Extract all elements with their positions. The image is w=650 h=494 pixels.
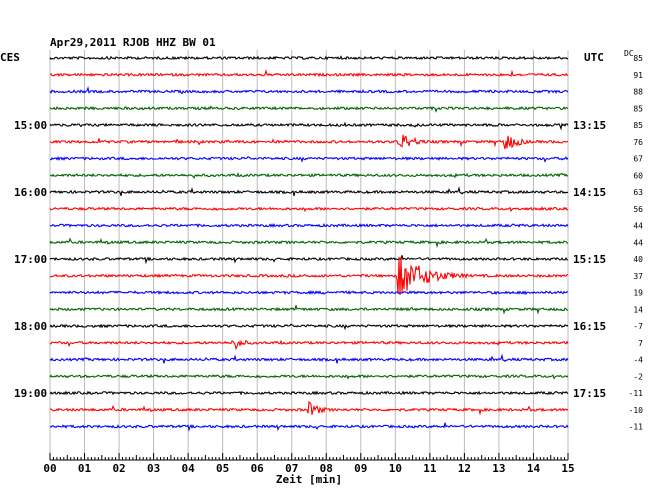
dc-offset-value: 88 [633, 88, 643, 97]
dc-offset-value: 63 [633, 188, 643, 197]
dc-offset-header: DC [624, 49, 634, 58]
x-tick-label: 01 [78, 462, 92, 475]
trace-line [49, 121, 569, 131]
trace-group [49, 55, 569, 432]
x-tick-label: 14 [527, 462, 541, 475]
trace-line [49, 390, 569, 396]
right-timezone-label: UTC [584, 51, 604, 64]
dc-offset-value: -2 [633, 372, 643, 381]
trace-line [49, 289, 569, 296]
x-tick-label: 05 [216, 462, 229, 475]
right-time-label: 13:15 [573, 119, 606, 132]
dc-offset-value: -4 [633, 356, 643, 365]
x-tick-label: 07 [285, 462, 298, 475]
x-tick-label: 15 [561, 462, 574, 475]
right-time-label: 14:15 [573, 186, 606, 199]
x-tick-label: 03 [147, 462, 160, 475]
trace-line [49, 256, 568, 296]
dc-offset-value: -7 [633, 322, 643, 331]
dc-offset-value: 85 [633, 121, 643, 130]
x-tick-label: 08 [320, 462, 333, 475]
x-tick-label: 02 [112, 462, 125, 475]
x-tick-label: 09 [354, 462, 367, 475]
label-group: 15:00 16:00 17:00 18:00 19:00 13:15 14:15 15:15… [14, 54, 643, 432]
dc-offset-value: 44 [633, 238, 643, 247]
x-axis-label: Zeit [min] [276, 473, 342, 486]
trace-line [49, 171, 569, 179]
dc-offset-value: 76 [633, 138, 643, 147]
right-time-label: 16:15 [573, 320, 606, 333]
trace-line [49, 422, 569, 432]
trace-line [49, 155, 569, 163]
left-time-label: 19:00 [14, 387, 47, 400]
dc-offset-value: -11 [629, 423, 644, 432]
x-tick-label: 10 [389, 462, 402, 475]
trace-line [49, 353, 569, 364]
trace-line [49, 400, 569, 416]
left-time-label: 18:00 [14, 320, 47, 333]
dc-offset-value: 85 [633, 104, 643, 113]
dc-offset-value: 19 [633, 289, 643, 298]
dc-offset-value: 7 [638, 339, 643, 348]
left-time-label: 17:00 [14, 253, 47, 266]
trace-line [49, 86, 569, 95]
dc-offset-value: 14 [633, 305, 643, 314]
trace-line [49, 68, 569, 78]
left-timezone-label: CES [0, 51, 20, 64]
dc-offset-value: 56 [633, 205, 643, 214]
trace-line [49, 55, 569, 61]
trace-line [49, 373, 569, 380]
dc-offset-value: 40 [633, 255, 643, 264]
x-tick-label: 13 [492, 462, 505, 475]
dc-offset-value: -11 [629, 389, 644, 398]
trace-line [49, 134, 569, 150]
x-tick-label: 06 [251, 462, 265, 475]
left-time-label: 16:00 [14, 186, 47, 199]
x-tick-label: 04 [182, 462, 196, 475]
x-tick-label: 00 [43, 462, 56, 475]
left-time-label: 15:00 [14, 119, 47, 132]
dc-offset-value: 67 [633, 155, 643, 164]
grid-lines [49, 50, 569, 460]
trace-line [49, 206, 569, 213]
x-tick-label: 11 [423, 462, 437, 475]
dc-offset-value: 44 [633, 222, 643, 231]
dc-offset-value: -10 [629, 406, 644, 415]
chart-title: Apr29,2011 RJOB HHZ BW 01 [50, 36, 216, 49]
trace-line [49, 323, 569, 331]
right-time-label: 17:15 [573, 387, 606, 400]
dc-offset-value: 37 [633, 272, 643, 281]
trace-line [49, 305, 569, 315]
trace-line [49, 223, 569, 228]
trace-line [49, 105, 569, 113]
trace-line [49, 255, 569, 265]
trace-line [49, 339, 569, 351]
dc-offset-value: 91 [633, 71, 643, 80]
x-axis: 00 01 02 03 04 05 06 07 08 09 10 11 12 13 14 15 [43, 453, 575, 475]
x-tick-label: 12 [458, 462, 471, 475]
trace-line [49, 186, 569, 197]
dc-offset-value: 85 [633, 54, 643, 63]
trace-line [49, 237, 569, 249]
right-time-label: 15:15 [573, 253, 606, 266]
dc-offset-value: 60 [633, 171, 643, 180]
